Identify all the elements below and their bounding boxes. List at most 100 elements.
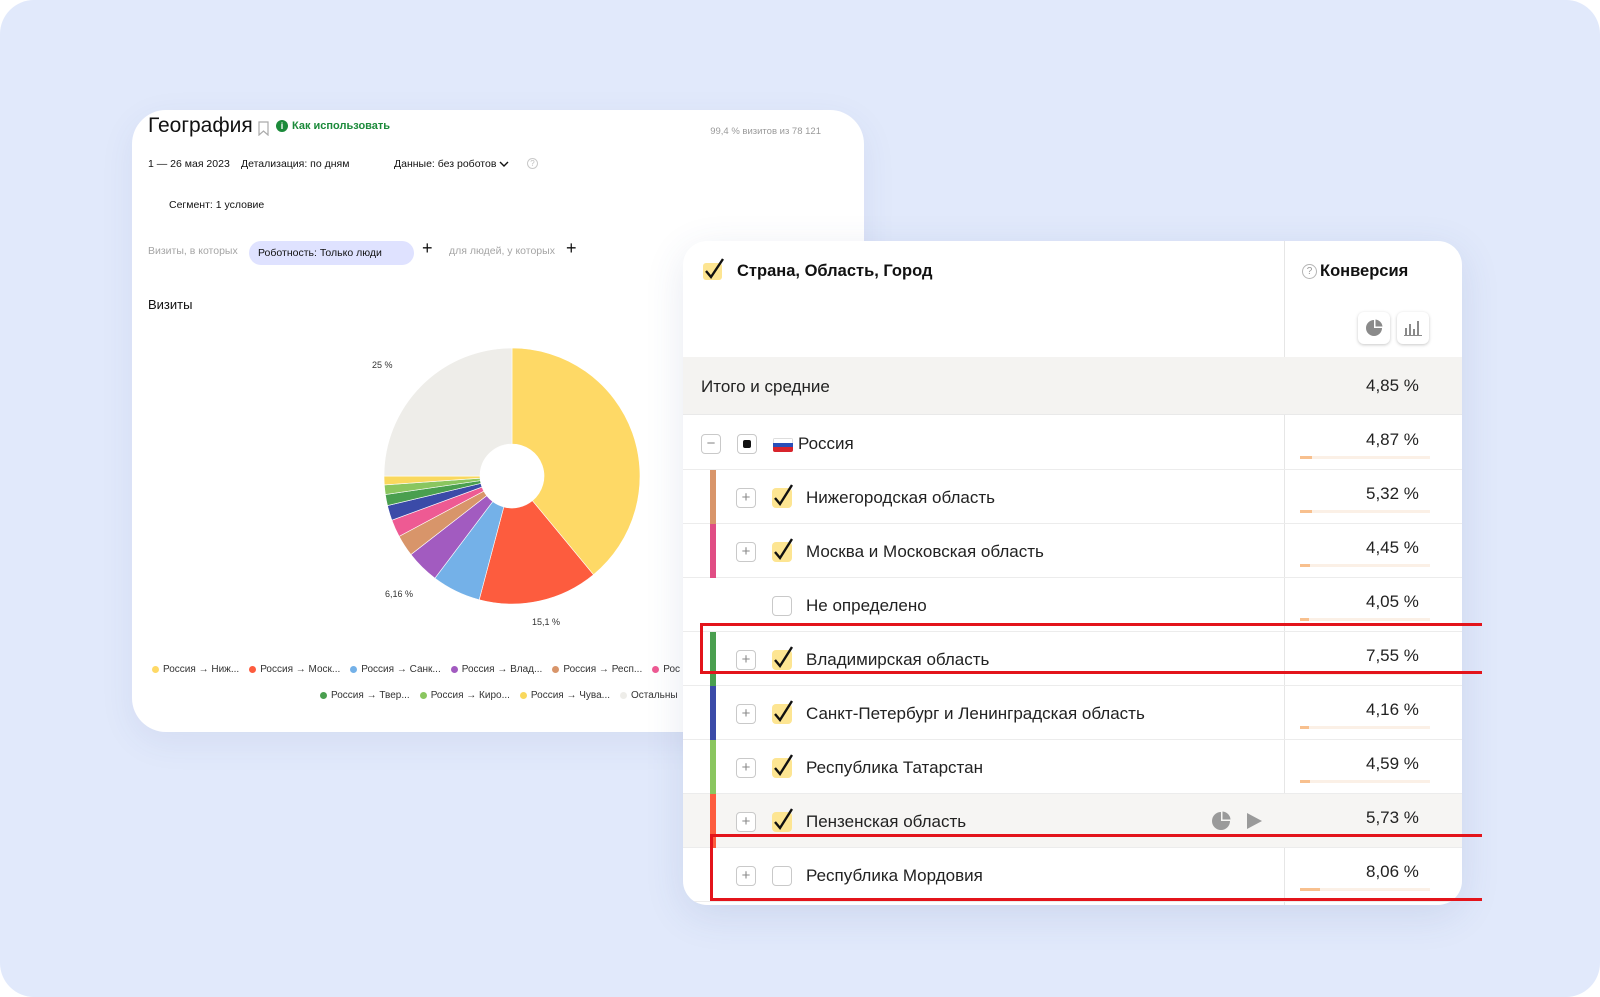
row-label: Не определено (806, 596, 927, 615)
robot-filter-chip[interactable]: Роботность: Только люди (249, 241, 414, 265)
series-color-stripe (710, 740, 716, 794)
pie-slice[interactable] (511, 348, 640, 576)
conversion-bar (1300, 780, 1430, 783)
table-row[interactable]: − Россия 4,87 % (683, 416, 1462, 470)
pie-label-bottom: 15,1 % (532, 617, 561, 627)
row-checkbox[interactable] (772, 700, 794, 724)
pie-chart-icon[interactable] (1211, 811, 1231, 831)
page-title: География (148, 114, 253, 137)
row-checkbox[interactable] (737, 434, 757, 454)
row-conversion-value: 4,05 % (1366, 592, 1419, 611)
row-conversion-value: 4,45 % (1366, 538, 1419, 557)
dimension-header[interactable]: Страна, Область, Город (737, 262, 933, 280)
conversion-bar (1300, 456, 1430, 459)
data-filter-select[interactable]: Данные: без роботов (394, 158, 509, 170)
legend-item[interactable]: Россия → Киро... (419, 690, 510, 701)
visits-share-text: 99,4 % визитов из 78 121 (710, 126, 821, 137)
row-label: Республика Татарстан (806, 758, 983, 777)
add-people-filter-plus-icon[interactable]: + (566, 238, 577, 258)
pie-slice[interactable] (384, 348, 513, 477)
row-actions (1211, 811, 1263, 831)
row-label: Республика Мордовия (806, 866, 983, 885)
add-visit-filter-plus-icon[interactable]: + (422, 238, 433, 258)
series-color-stripe (710, 794, 716, 848)
row-checkbox[interactable] (772, 866, 792, 886)
legend-item[interactable]: Россия → Моск... (249, 664, 340, 675)
conversion-bar-fill (1300, 726, 1310, 729)
collapse-minus-icon[interactable]: − (701, 434, 721, 454)
expand-plus-icon[interactable]: + (736, 650, 756, 670)
conversion-bar-fill (1300, 888, 1320, 891)
table-row[interactable]: Не определено 4,05 % (683, 578, 1462, 632)
expand-plus-icon[interactable]: + (736, 812, 756, 832)
row-checkbox[interactable] (772, 538, 794, 562)
row-label: Санкт-Петербург и Ленинградская область (806, 704, 1145, 723)
checkmark-icon (774, 538, 794, 561)
row-conversion-value: 4,87 % (1366, 430, 1419, 449)
expand-plus-icon[interactable]: + (736, 758, 756, 778)
detail-selector[interactable]: Детализация: по дням (241, 158, 350, 170)
column-divider (1284, 241, 1285, 905)
table-row[interactable]: + Республика Мордовия 8,06 % (683, 848, 1462, 902)
table-row[interactable]: + Республика Татарстан 4,59 % (683, 740, 1462, 794)
pie-label-top-left: 25 % (372, 360, 393, 370)
report-table-card: Страна, Область, Город ? Конверсия Итого… (683, 241, 1462, 905)
conversion-bar (1300, 888, 1430, 891)
legend-item[interactable]: Россия → Ниж... (152, 664, 239, 675)
how-to-use-link[interactable]: i Как использовать (276, 120, 390, 132)
people-filter-label: для людей, у которых (449, 245, 555, 257)
row-conversion-value: 5,32 % (1366, 484, 1419, 503)
chart-legend-row-2: Россия → Твер... Россия → Киро... Россия… (320, 690, 678, 701)
chart-heading: Визиты (148, 297, 193, 312)
pie-chart-icon (1366, 319, 1383, 336)
expand-plus-icon[interactable]: + (736, 488, 756, 508)
select-all-checkbox[interactable] (702, 258, 726, 282)
row-label: Россия (798, 434, 854, 453)
checkmark-icon (774, 700, 794, 723)
pie-slice[interactable] (478, 500, 594, 604)
series-color-stripe (710, 686, 716, 740)
legend-item[interactable]: Рос (652, 664, 680, 675)
row-label: Владимирская область (806, 650, 990, 669)
row-checkbox[interactable] (772, 646, 794, 670)
pie-chart-view-button[interactable] (1358, 312, 1390, 344)
conversion-bar-fill (1300, 780, 1311, 783)
conversion-bar-fill (1300, 618, 1310, 621)
expand-plus-icon[interactable]: + (736, 542, 756, 562)
table-row[interactable]: + Москва и Московская область 4,45 % (683, 524, 1462, 578)
table-row[interactable]: + Пензенская область 5,73 % (683, 794, 1462, 848)
conversion-bar-fill (1300, 834, 1312, 837)
bar-chart-view-button[interactable] (1397, 312, 1429, 344)
metric-header-conversion[interactable]: Конверсия (1320, 262, 1409, 280)
table-row[interactable]: + Нижегородская область 5,32 % (683, 470, 1462, 524)
legend-item[interactable]: Остальны (620, 690, 678, 701)
russia-flag-icon (773, 438, 793, 452)
row-conversion-value: 7,55 % (1366, 646, 1419, 665)
legend-item[interactable]: Россия → Респ... (552, 664, 642, 675)
table-row[interactable]: + Владимирская область 7,55 % (683, 632, 1462, 686)
table-row[interactable]: + Санкт-Петербург и Ленинградская область… (683, 686, 1462, 740)
expand-plus-icon[interactable]: + (736, 704, 756, 724)
expand-plus-icon[interactable]: + (736, 866, 756, 886)
row-checkbox[interactable] (772, 596, 792, 616)
play-icon[interactable] (1245, 812, 1263, 830)
row-label: Москва и Московская область (806, 542, 1044, 561)
help-icon[interactable]: ? (1302, 264, 1317, 279)
legend-item[interactable]: Россия → Санк... (350, 664, 441, 675)
row-checkbox[interactable] (772, 484, 794, 508)
row-label: Нижегородская область (806, 488, 995, 507)
legend-item[interactable]: Россия → Чува... (519, 690, 610, 701)
series-color-stripe (710, 470, 716, 524)
legend-item[interactable]: Россия → Влад... (450, 664, 542, 675)
date-range-picker[interactable]: 1 — 26 мая 2023 (148, 158, 230, 170)
conversion-bar-fill (1300, 456, 1312, 459)
row-conversion-value: 5,73 % (1366, 808, 1419, 827)
row-checkbox[interactable] (772, 754, 794, 778)
bookmark-icon[interactable] (258, 121, 269, 136)
conversion-bar (1300, 618, 1430, 621)
row-checkbox[interactable] (772, 808, 794, 832)
help-icon[interactable]: ? (527, 158, 538, 169)
segment-selector[interactable]: Сегмент: 1 условие (169, 199, 265, 211)
legend-item[interactable]: Россия → Твер... (320, 690, 410, 701)
row-conversion-value: 8,06 % (1366, 862, 1419, 881)
